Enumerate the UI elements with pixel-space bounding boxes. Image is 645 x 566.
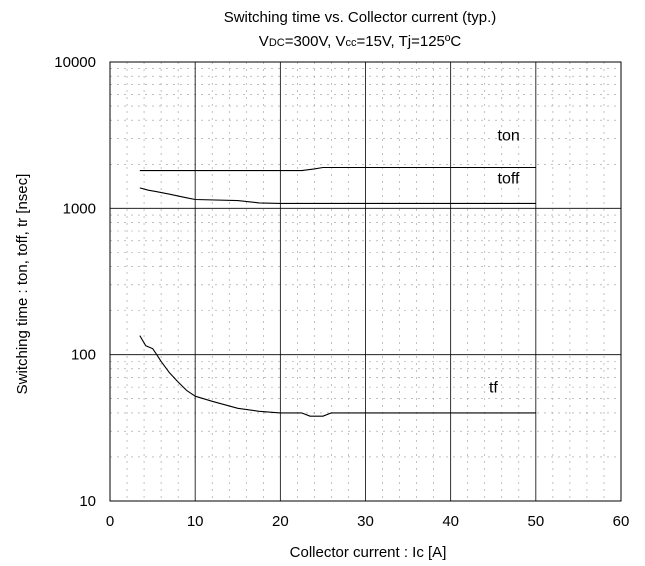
x-tick-label: 60 [613, 513, 630, 530]
chart-subtitle: VDC=300V, Vcc=15V, Tj=125ºC [259, 33, 462, 50]
series-line-ton [139, 166, 536, 172]
plot-frame [109, 61, 622, 502]
y-tick-label: 10000 [54, 54, 96, 71]
y-tick-label: 1000 [63, 200, 96, 217]
y-tick-label: 10 [79, 493, 96, 510]
x-tick-label: 50 [527, 513, 544, 530]
x-tick-label: 10 [187, 513, 204, 530]
series-line-toff [139, 187, 536, 204]
x-tick-label: 40 [442, 513, 459, 530]
series-line-tf [139, 335, 536, 417]
x-axis-label: Collector current : Ic [A] [290, 544, 447, 561]
x-tick-label: 0 [106, 513, 114, 530]
chart-title: Switching time vs. Collector current (ty… [224, 9, 497, 26]
plot-area: 0 10 20 30 40 50 60 10 100 1000 10000 ton toff tf [54, 54, 629, 530]
series-label-tf: tf [489, 380, 498, 397]
x-tick-label: 20 [272, 513, 289, 530]
series-label-ton: ton [498, 128, 520, 145]
series-label-toff: toff [498, 170, 520, 187]
y-axis-label: Switching time : ton, toff, tr [nsec] [14, 174, 31, 395]
y-tick-label: 100 [71, 347, 96, 364]
x-tick-label: 30 [357, 513, 374, 530]
